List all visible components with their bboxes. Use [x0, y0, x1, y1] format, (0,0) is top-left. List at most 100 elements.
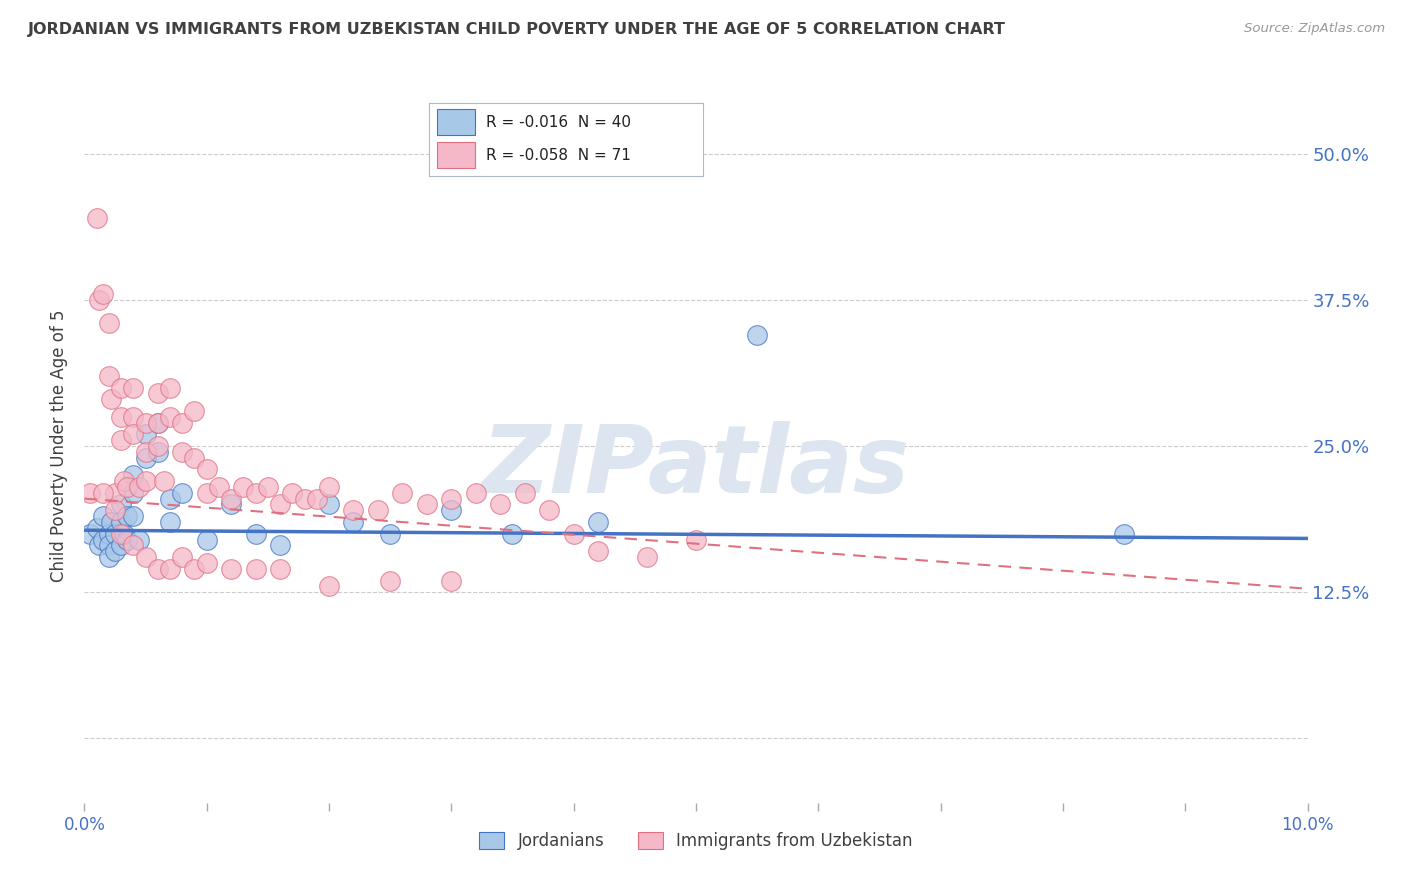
Point — [135, 450, 157, 465]
Point — [342, 515, 364, 529]
Point — [110, 515, 132, 529]
Point — [513, 485, 536, 500]
Point — [281, 485, 304, 500]
Point — [159, 562, 181, 576]
Point — [318, 579, 340, 593]
Point — [112, 474, 135, 488]
Point — [195, 462, 218, 476]
Point — [100, 515, 122, 529]
Point — [502, 526, 524, 541]
Point — [87, 293, 110, 307]
Point — [195, 533, 218, 547]
Point — [128, 533, 150, 547]
Point — [97, 538, 120, 552]
Point — [294, 491, 316, 506]
Legend: Jordanians, Immigrants from Uzbekistan: Jordanians, Immigrants from Uzbekistan — [471, 824, 921, 859]
Point — [79, 526, 101, 541]
Point — [122, 427, 145, 442]
Point — [195, 485, 218, 500]
Point — [380, 526, 402, 541]
Point — [172, 416, 194, 430]
Point — [104, 544, 127, 558]
Point — [440, 503, 463, 517]
Point — [232, 480, 254, 494]
Point — [159, 380, 181, 394]
Point — [91, 509, 114, 524]
Point — [122, 538, 145, 552]
Text: Source: ZipAtlas.com: Source: ZipAtlas.com — [1244, 22, 1385, 36]
Point — [79, 485, 101, 500]
Point — [464, 485, 486, 500]
Point — [159, 491, 181, 506]
Point — [97, 368, 120, 383]
Point — [128, 480, 150, 494]
Point — [245, 485, 267, 500]
Point — [159, 409, 181, 424]
Point — [257, 480, 280, 494]
Point — [91, 287, 114, 301]
Point — [115, 533, 138, 547]
Point — [1114, 526, 1136, 541]
Point — [219, 498, 242, 512]
Point — [91, 485, 114, 500]
Point — [636, 550, 658, 565]
Point — [146, 445, 169, 459]
Point — [135, 550, 157, 565]
Point — [747, 327, 769, 342]
Y-axis label: Child Poverty Under the Age of 5: Child Poverty Under the Age of 5 — [51, 310, 69, 582]
Point — [86, 211, 108, 225]
Point — [146, 416, 169, 430]
Point — [269, 538, 291, 552]
Point — [586, 515, 609, 529]
Text: ZIPatlas: ZIPatlas — [482, 421, 910, 514]
Point — [153, 474, 176, 488]
Point — [219, 491, 242, 506]
Point — [110, 380, 132, 394]
Point — [110, 498, 132, 512]
Point — [245, 562, 267, 576]
Point — [115, 480, 138, 494]
Point — [104, 503, 127, 517]
Point — [110, 433, 132, 447]
Point — [100, 392, 122, 407]
Point — [367, 503, 389, 517]
Point — [159, 515, 181, 529]
Point — [91, 533, 114, 547]
Point — [195, 556, 218, 570]
Point — [104, 526, 127, 541]
Point — [489, 498, 512, 512]
Point — [172, 550, 194, 565]
Point — [110, 538, 132, 552]
Point — [380, 574, 402, 588]
Point — [342, 503, 364, 517]
Point — [122, 485, 145, 500]
Point — [110, 526, 132, 541]
Point — [440, 491, 463, 506]
Point — [104, 485, 127, 500]
Point — [562, 526, 585, 541]
Point — [146, 439, 169, 453]
Point — [146, 386, 169, 401]
Point — [183, 450, 205, 465]
Point — [122, 509, 145, 524]
Point — [112, 526, 135, 541]
Point — [135, 416, 157, 430]
Point — [87, 538, 110, 552]
Point — [685, 533, 707, 547]
Point — [97, 316, 120, 330]
Point — [97, 550, 120, 565]
Point — [208, 480, 231, 494]
Point — [122, 468, 145, 483]
Point — [318, 480, 340, 494]
Bar — [437, 142, 475, 169]
Point — [172, 445, 194, 459]
Point — [269, 562, 291, 576]
Text: JORDANIAN VS IMMIGRANTS FROM UZBEKISTAN CHILD POVERTY UNDER THE AGE OF 5 CORRELA: JORDANIAN VS IMMIGRANTS FROM UZBEKISTAN … — [28, 22, 1007, 37]
Point — [135, 445, 157, 459]
Text: R = -0.058  N = 71: R = -0.058 N = 71 — [486, 148, 631, 162]
Point — [122, 409, 145, 424]
Point — [305, 491, 328, 506]
Point — [172, 485, 194, 500]
Point — [586, 544, 609, 558]
Point — [135, 427, 157, 442]
